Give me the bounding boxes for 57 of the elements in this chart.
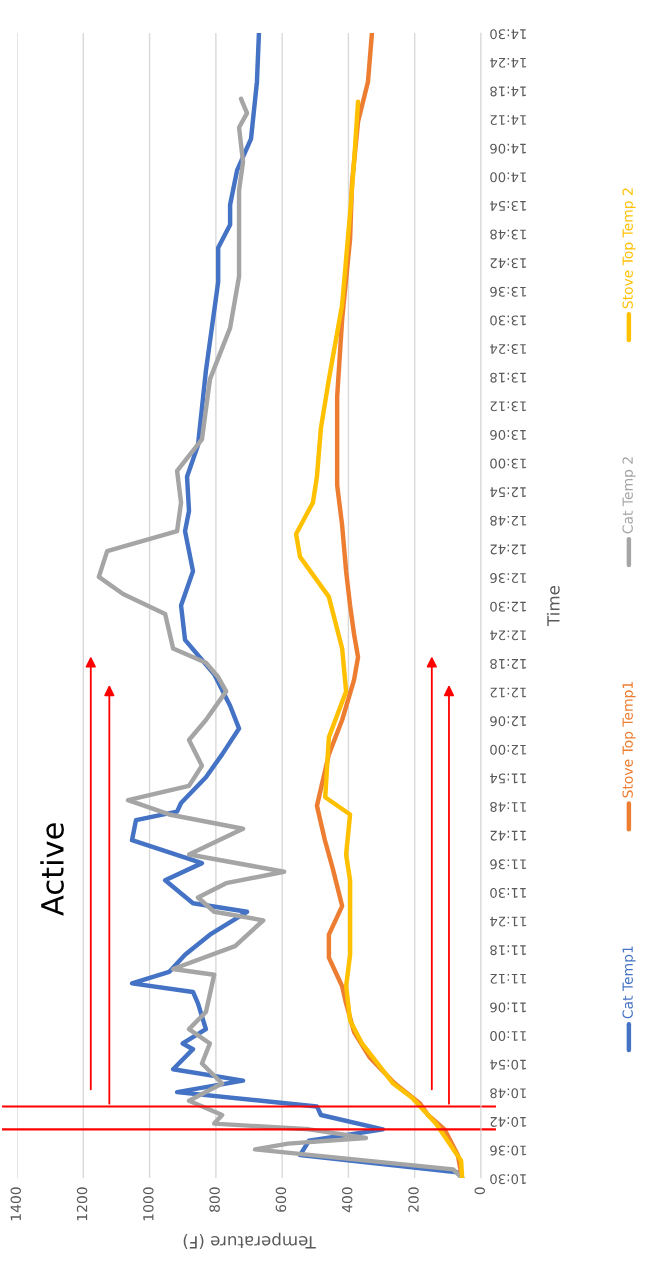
y-tick-label: 11:12	[490, 973, 526, 984]
text: Stove Top Temp1	[622, 682, 636, 798]
x-tick-label: 0	[474, 1187, 486, 1195]
y-tick-label: 11:36	[490, 859, 526, 870]
y-tick-label: 12:18	[490, 658, 526, 669]
y-tick-label: 12:48	[490, 515, 526, 526]
text: Cat Temp1	[622, 946, 636, 1019]
y-tick-label: 13:54	[490, 200, 526, 211]
y-tick-label: 14:30	[490, 29, 526, 40]
y-tick-label: 10:54	[490, 1059, 526, 1070]
y-tick-label: 10:48	[490, 1088, 526, 1099]
x-tick-label: 1000	[143, 1187, 154, 1221]
y-tick-label: 13:00	[490, 458, 526, 469]
x-tick-label: 200	[408, 1187, 419, 1212]
y-tick-label: 12:00	[490, 744, 526, 755]
y-tick-label: 14:06	[490, 143, 526, 154]
x-tick-label: 400	[341, 1187, 353, 1213]
y-tick-label: 11:00	[490, 1031, 526, 1042]
y-tick-label: 11:48	[490, 802, 526, 813]
x-tick-label: 1400	[10, 1187, 22, 1221]
y-tick-label: 11:42	[490, 830, 526, 841]
y-tick-label: 14:24	[490, 57, 526, 68]
y-tick-label: 12:24	[490, 630, 526, 641]
y-tick-label: 13:30	[490, 315, 526, 326]
y-tick-label: 12:30	[490, 601, 526, 612]
y-tick-label: 11:18	[490, 945, 526, 956]
x-tick-label: 1200	[76, 1187, 88, 1221]
y-tick-label: 12:36	[490, 573, 526, 584]
y-tick-label: 14:18	[490, 86, 526, 97]
y-tick-label: 13:42	[490, 258, 526, 269]
y-tick-label: 14:12	[490, 115, 526, 126]
y-tick-label: 11:54	[490, 773, 526, 784]
x-axis-title: Temperature (F)	[183, 1232, 316, 1249]
y-axis-title: Time	[546, 586, 560, 626]
y-tick-label: 10:36	[490, 1145, 526, 1156]
y-tick-label: 12:12	[490, 687, 526, 698]
y-tick-label: 11:30	[490, 887, 526, 898]
y-tick-label: 13:24	[490, 344, 526, 355]
y-tick-label: 13:18	[490, 372, 526, 383]
y-tick-label: 13:36	[490, 286, 526, 297]
y-tick-label: 13:06	[490, 429, 526, 440]
annotation: Active	[40, 823, 64, 916]
y-tick-label: 11:06	[490, 1002, 526, 1013]
y-tick-label: 10:42	[490, 1116, 526, 1127]
y-tick-label: 13:48	[490, 229, 526, 240]
y-tick-label: 14:00	[490, 172, 526, 183]
y-tick-label: 12:06	[490, 716, 526, 727]
y-tick-label: 12:42	[490, 544, 526, 555]
y-tick-label: 13:12	[490, 401, 526, 412]
y-tick-label: 12:54	[490, 487, 526, 498]
line-series	[293, 99, 465, 1178]
text: Stove Top Temp 2	[622, 188, 636, 309]
y-tick-label: 11:24	[490, 916, 526, 927]
x-tick-label: 800	[209, 1187, 220, 1212]
text: Cat Temp 2	[622, 457, 636, 534]
y-tick-label: 10:30	[490, 1174, 526, 1185]
x-tick-label: 600	[275, 1187, 287, 1212]
